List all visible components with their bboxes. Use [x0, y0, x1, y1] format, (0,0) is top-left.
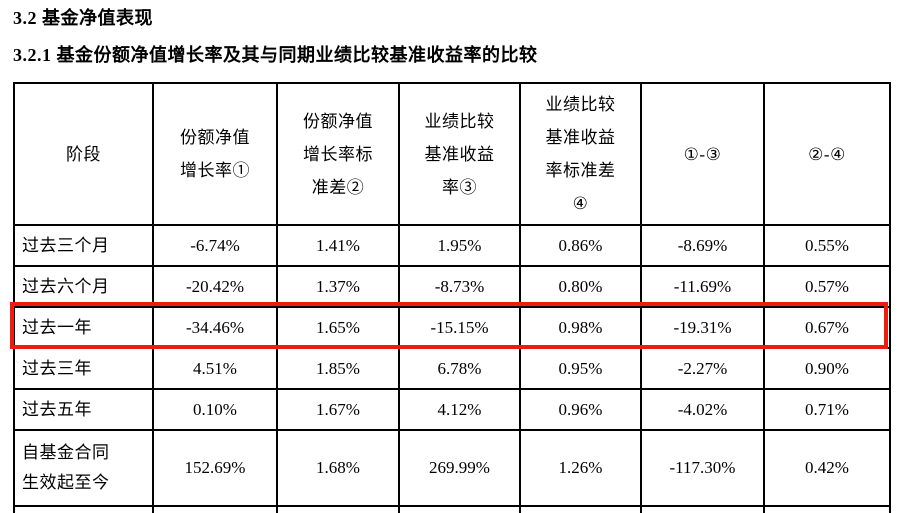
value-cell: 0.42%	[763, 429, 891, 507]
table-row: 过去三个月 -6.74% 1.41% 1.95% 0.86% -8.69% 0.…	[13, 224, 891, 267]
value-cell: -19.31%	[640, 306, 765, 349]
value-cell: 0.71%	[763, 388, 891, 431]
subsection-title: 3.2.1 基金份额净值增长率及其与同期业绩比较基准收益率的比较	[13, 45, 538, 65]
period-cell: 过去五年	[13, 388, 154, 431]
value-cell: 1.85%	[276, 347, 400, 390]
value-cell: 0.98%	[519, 306, 642, 349]
header-cell-diff-1-3: ①-③	[640, 82, 765, 226]
value-cell: 1.65%	[276, 306, 400, 349]
value-cell: 1.68%	[276, 429, 400, 507]
value-cell: -15.15%	[398, 306, 521, 349]
table-header-row: 阶段 份额净值 增长率① 份额净值 增长率标 准差② 业绩比较 基准收益 率③ …	[13, 82, 891, 226]
period-cell: 过去三年	[13, 347, 154, 390]
value-cell: 0.67%	[763, 306, 891, 349]
header-cell-benchmark-return: 业绩比较 基准收益 率③	[398, 82, 521, 226]
value-cell: 1.26%	[519, 429, 642, 507]
period-cell: 过去一年	[13, 306, 154, 349]
value-cell: 4.51%	[152, 347, 278, 390]
value-cell: -34.46%	[152, 306, 278, 349]
value-cell: 1.37%	[276, 265, 400, 308]
table-row: 过去六个月 -20.42% 1.37% -8.73% 0.80% -11.69%…	[13, 265, 891, 308]
value-cell: 4.12%	[398, 388, 521, 431]
value-cell: -8.69%	[640, 224, 765, 267]
value-cell: 0.80%	[519, 265, 642, 308]
value-cell: 0.90%	[763, 347, 891, 390]
table-row: 自基金合同 生效起至今 152.69% 1.68% 269.99% 1.26% …	[13, 429, 891, 507]
value-cell: -117.30%	[640, 429, 765, 507]
performance-table: 阶段 份额净值 增长率① 份额净值 增长率标 准差② 业绩比较 基准收益 率③ …	[13, 82, 891, 513]
value-cell: -6.74%	[152, 224, 278, 267]
value-cell: -2.27%	[640, 347, 765, 390]
period-cell: 自基金合同 生效起至今	[13, 429, 154, 507]
table-row-highlighted: 过去一年 -34.46% 1.65% -15.15% 0.98% -19.31%…	[13, 306, 891, 349]
value-cell: -11.69%	[640, 265, 765, 308]
value-cell: 152.69%	[152, 429, 278, 507]
value-cell: 6.78%	[398, 347, 521, 390]
section-title: 3.2 基金净值表现	[13, 8, 153, 28]
value-cell: 0.10%	[152, 388, 278, 431]
header-cell-diff-2-4: ②-④	[763, 82, 891, 226]
value-cell: 0.95%	[519, 347, 642, 390]
value-cell: 1.67%	[276, 388, 400, 431]
value-cell: -8.73%	[398, 265, 521, 308]
period-cell: 过去三个月	[13, 224, 154, 267]
value-cell: 0.86%	[519, 224, 642, 267]
header-cell-period: 阶段	[13, 82, 154, 226]
header-cell-nav-growth: 份额净值 增长率①	[152, 82, 278, 226]
header-cell-nav-growth-stddev: 份额净值 增长率标 准差②	[276, 82, 400, 226]
fund-performance-table: 阶段 份额净值 增长率① 份额净值 增长率标 准差② 业绩比较 基准收益 率③ …	[10, 82, 891, 513]
period-cell: 过去六个月	[13, 265, 154, 308]
value-cell: 0.55%	[763, 224, 891, 267]
value-cell: 1.41%	[276, 224, 400, 267]
table-row-clipped	[13, 505, 891, 513]
header-cell-benchmark-stddev: 业绩比较 基准收益 率标准差 ④	[519, 82, 642, 226]
value-cell: 0.96%	[519, 388, 642, 431]
table-row: 过去五年 0.10% 1.67% 4.12% 0.96% -4.02% 0.71…	[13, 388, 891, 431]
table-row: 过去三年 4.51% 1.85% 6.78% 0.95% -2.27% 0.90…	[13, 347, 891, 390]
value-cell: 0.57%	[763, 265, 891, 308]
value-cell: -4.02%	[640, 388, 765, 431]
value-cell: 269.99%	[398, 429, 521, 507]
value-cell: 1.95%	[398, 224, 521, 267]
value-cell: -20.42%	[152, 265, 278, 308]
